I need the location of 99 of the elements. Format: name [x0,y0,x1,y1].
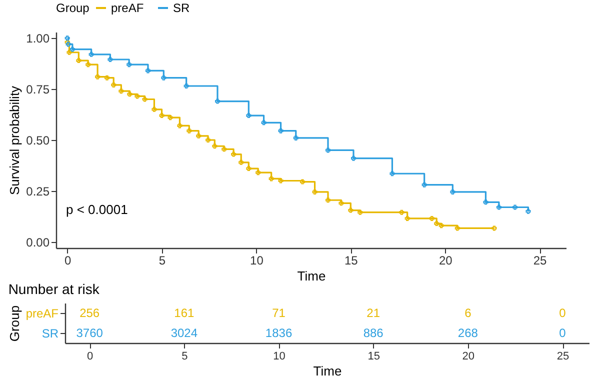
point [450,189,456,194]
point [215,98,220,104]
annotation: p < 0.0001 [66,202,128,217]
point [326,148,330,153]
y-tick-label: 0.50 [26,134,50,148]
point [66,50,72,55]
point [104,75,110,80]
point [76,58,82,64]
point [64,36,70,41]
y-axis-title: Group [6,305,22,342]
point [399,210,404,215]
data-label: 0 [559,326,566,340]
y-tick-label: 0.00 [26,235,50,250]
y-tick-label: preAF [26,306,58,320]
point [492,226,497,231]
point [246,166,252,172]
data-label: 1836 [265,326,292,340]
point [222,146,227,152]
point [126,62,132,68]
point [231,152,236,157]
data-label: 71 [272,306,286,320]
point [390,171,395,176]
x-axis-title: Time [313,364,342,378]
data-label: 0 [559,306,566,320]
point [145,68,150,74]
point [261,120,266,126]
x-tick-label: 0 [64,254,72,268]
point [351,156,356,161]
point [326,198,330,203]
point [422,182,427,188]
point [161,75,166,80]
point [142,96,148,102]
point [268,176,274,182]
point [404,216,410,221]
point [127,92,132,97]
point [70,46,75,52]
point [134,94,140,99]
point [454,226,460,231]
point [526,208,531,214]
legend-label: SR [173,1,190,15]
x-tick-label: 5 [158,254,166,268]
data-label: 3760 [76,326,104,340]
point [483,200,488,205]
point [212,144,218,149]
point [338,200,344,206]
data-label: 161 [174,306,195,320]
point [246,113,252,118]
point [278,178,284,184]
x-tick-label: 0 [87,350,94,362]
data-label: 886 [363,326,384,340]
point [434,221,440,226]
point [358,210,363,215]
point [293,135,298,140]
legend-label: preAF [111,1,144,15]
point [256,170,261,176]
point [312,189,318,194]
point [88,52,94,57]
data-label: 6 [464,306,472,320]
point [496,204,502,210]
point [86,62,91,68]
data-label: 268 [458,326,478,340]
data-label: 3024 [170,326,198,340]
point [196,133,202,138]
point [278,128,284,134]
point [348,208,354,213]
point [177,123,182,128]
x-tick-label: 10 [250,254,264,268]
x-tick-label: 5 [182,350,188,362]
point [438,223,444,228]
x-tick-label: 25 [556,350,570,362]
point [159,113,164,118]
x-tick-label: 15 [344,254,358,268]
point [512,204,518,210]
point [152,106,157,112]
point [108,57,113,62]
data-label: 256 [80,306,100,320]
point [186,128,192,134]
point [111,82,116,88]
x-tick-label: 25 [533,254,548,268]
x-tick-label: 20 [438,254,453,268]
point [95,74,100,80]
point [238,160,244,165]
point [429,216,434,221]
y-tick-label: 1.00 [26,32,50,46]
y-tick-label: 0.75 [26,82,50,97]
chart-title: Number at risk [8,281,100,297]
point [206,138,211,142]
y-axis-title: Survival probability [7,85,22,196]
x-tick-label: 20 [462,350,475,362]
x-tick-label: 15 [368,350,380,362]
x-tick-label: 10 [273,350,286,362]
y-tick-label: 0.25 [26,184,50,198]
point [184,84,189,88]
point [300,179,305,184]
point [118,88,124,94]
point [168,115,173,120]
x-axis-title: Time [297,268,326,284]
data-label: 21 [366,306,380,320]
legend-title: Group [56,1,90,15]
